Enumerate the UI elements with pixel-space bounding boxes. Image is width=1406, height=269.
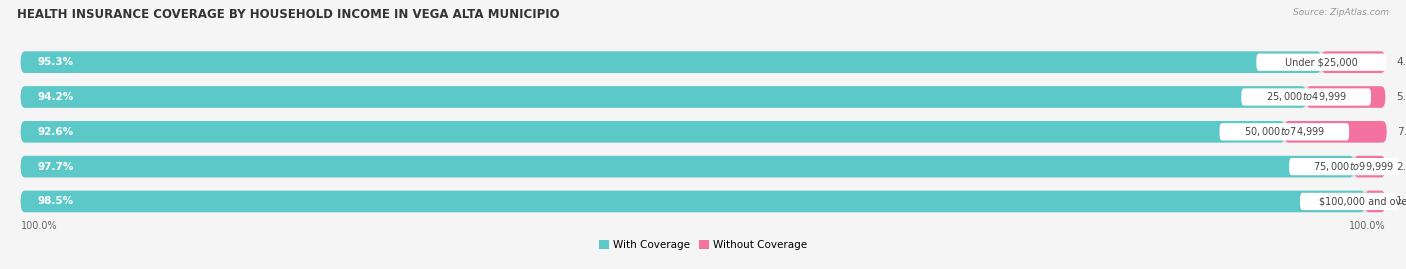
Text: $100,000 and over: $100,000 and over (1319, 196, 1406, 206)
Text: $25,000 to $49,999: $25,000 to $49,999 (1265, 90, 1347, 104)
Text: 100.0%: 100.0% (21, 221, 58, 231)
Text: 1.5%: 1.5% (1396, 196, 1406, 206)
FancyBboxPatch shape (21, 121, 1284, 143)
FancyBboxPatch shape (21, 86, 1385, 108)
FancyBboxPatch shape (21, 121, 1385, 143)
FancyBboxPatch shape (1257, 54, 1386, 71)
FancyBboxPatch shape (1365, 191, 1385, 212)
FancyBboxPatch shape (1322, 51, 1385, 73)
Text: 94.2%: 94.2% (37, 92, 73, 102)
Text: Under $25,000: Under $25,000 (1285, 57, 1358, 67)
FancyBboxPatch shape (1301, 193, 1406, 210)
FancyBboxPatch shape (21, 191, 1365, 212)
Text: Source: ZipAtlas.com: Source: ZipAtlas.com (1294, 8, 1389, 17)
FancyBboxPatch shape (21, 51, 1322, 73)
FancyBboxPatch shape (1354, 156, 1385, 178)
FancyBboxPatch shape (1284, 121, 1386, 143)
FancyBboxPatch shape (21, 156, 1354, 178)
Text: 98.5%: 98.5% (37, 196, 73, 206)
FancyBboxPatch shape (1241, 88, 1371, 106)
Legend: With Coverage, Without Coverage: With Coverage, Without Coverage (595, 236, 811, 254)
FancyBboxPatch shape (21, 156, 1385, 178)
Text: 97.7%: 97.7% (37, 162, 73, 172)
Text: HEALTH INSURANCE COVERAGE BY HOUSEHOLD INCOME IN VEGA ALTA MUNICIPIO: HEALTH INSURANCE COVERAGE BY HOUSEHOLD I… (17, 8, 560, 21)
Text: $50,000 to $74,999: $50,000 to $74,999 (1244, 125, 1324, 138)
FancyBboxPatch shape (1219, 123, 1350, 140)
Text: 92.6%: 92.6% (37, 127, 73, 137)
FancyBboxPatch shape (1289, 158, 1406, 175)
Text: 5.8%: 5.8% (1396, 92, 1406, 102)
FancyBboxPatch shape (21, 51, 1385, 73)
Text: 2.3%: 2.3% (1396, 162, 1406, 172)
Text: 100.0%: 100.0% (1348, 221, 1385, 231)
FancyBboxPatch shape (21, 86, 1306, 108)
FancyBboxPatch shape (21, 191, 1385, 212)
Text: 95.3%: 95.3% (37, 57, 73, 67)
FancyBboxPatch shape (1306, 86, 1385, 108)
Text: $75,000 to $99,999: $75,000 to $99,999 (1313, 160, 1395, 173)
Text: 7.5%: 7.5% (1398, 127, 1406, 137)
Text: 4.7%: 4.7% (1396, 57, 1406, 67)
